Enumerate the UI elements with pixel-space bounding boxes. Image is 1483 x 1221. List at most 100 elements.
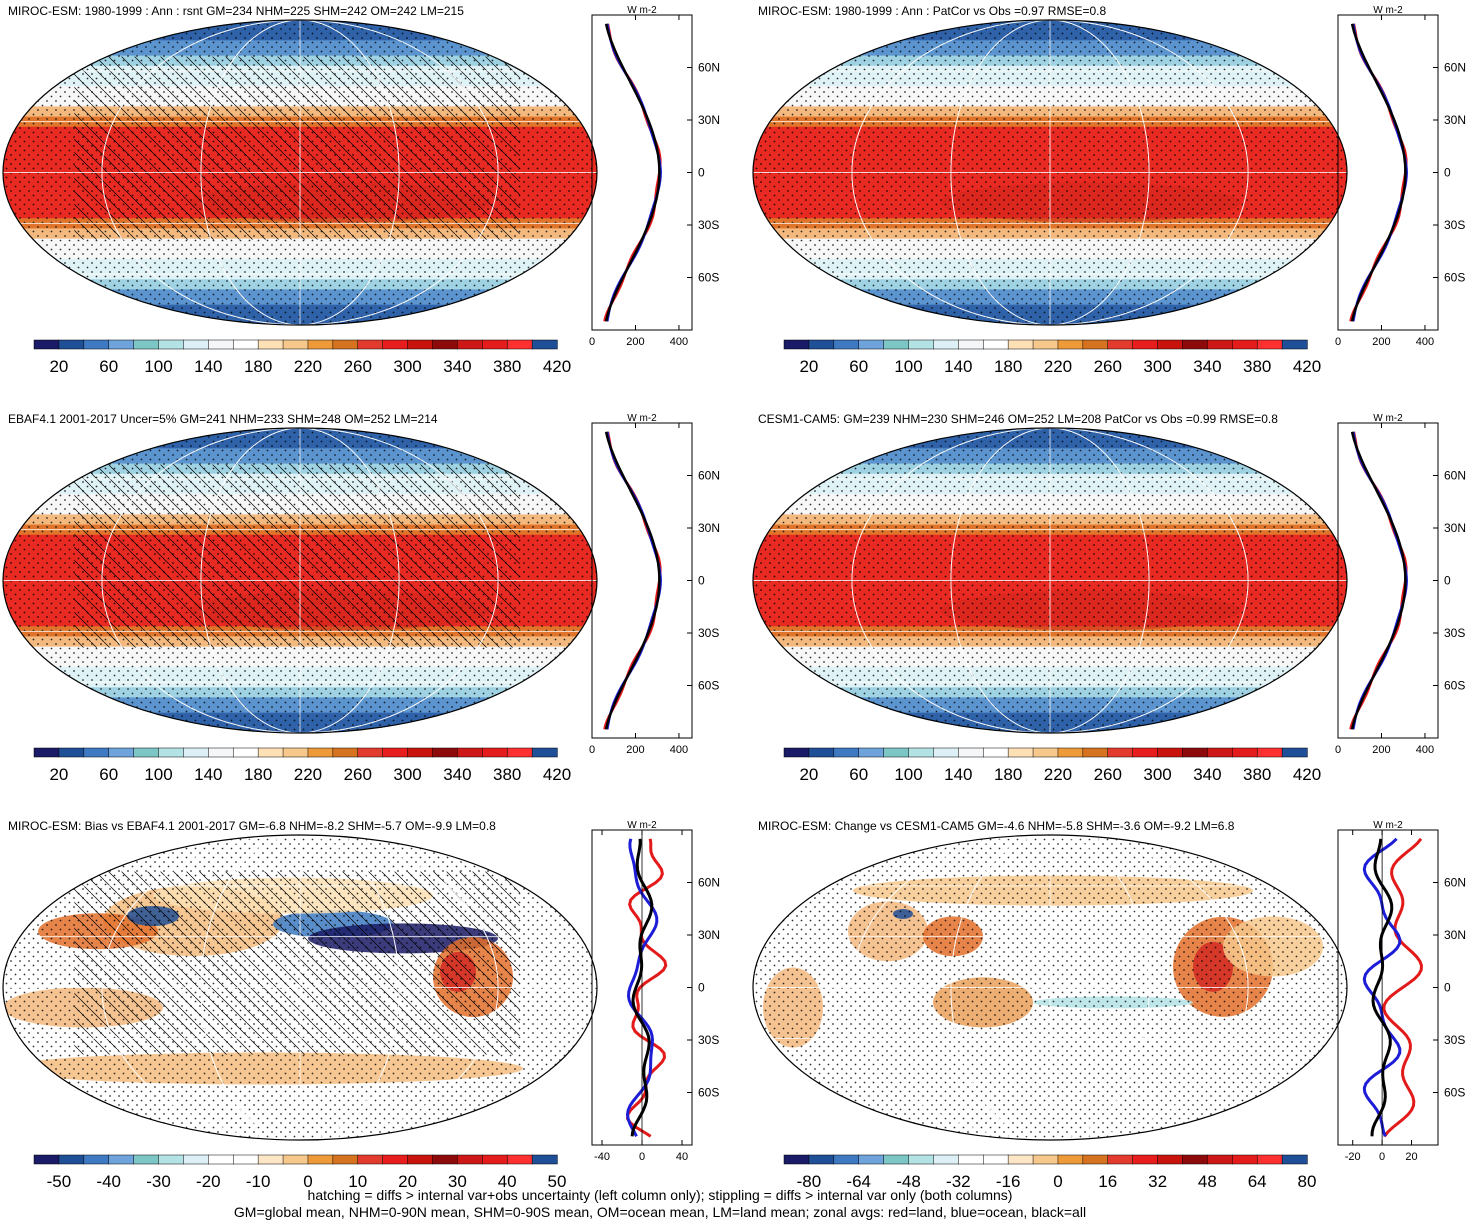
colorbar-tick-label: 260 bbox=[344, 765, 372, 784]
colorbar-tick-label: 260 bbox=[1094, 357, 1122, 376]
lat-tick-label: 30N bbox=[698, 521, 720, 535]
colorbar-tick-label: 48 bbox=[1198, 1172, 1217, 1191]
profile-x-tick-label: 0 bbox=[589, 336, 595, 348]
profile-x-tick-label: 200 bbox=[626, 336, 644, 348]
colorbar-tick-label: 20 bbox=[799, 357, 818, 376]
map-border bbox=[2, 19, 598, 326]
colorbar-tick-label: 340 bbox=[443, 357, 471, 376]
lat-tick-label: 0 bbox=[698, 166, 705, 180]
colorbar: 20 60 100 140 180 220 260 300 340 380 420 bbox=[783, 747, 1321, 784]
profile-x-tick-label: -20 bbox=[1345, 1151, 1361, 1163]
map-border bbox=[2, 427, 598, 734]
colorbar-tick-label: 420 bbox=[1293, 357, 1321, 376]
lat-tick-label: 30S bbox=[1444, 1033, 1465, 1047]
hatching bbox=[74, 56, 520, 240]
panel-4: CESM1-CAM5: GM=239 NHM=230 SHM=246 OM=25… bbox=[752, 412, 1466, 784]
hatching bbox=[74, 871, 520, 1055]
unit-label: W m-2 bbox=[1373, 820, 1403, 831]
lat-tick-label: 60S bbox=[698, 679, 719, 693]
colorbar-tick-label: 420 bbox=[543, 357, 571, 376]
colorbar-tick-label: -20 bbox=[196, 1172, 221, 1191]
panel-title: EBAF4.1 2001-2017 Uncer=5% GM=241 NHM=23… bbox=[8, 412, 438, 426]
unit-label: W m-2 bbox=[627, 413, 657, 424]
colorbar-tick-label: 140 bbox=[194, 357, 222, 376]
colorbar-tick-label: 140 bbox=[944, 357, 972, 376]
zonal-profile: W m-2 60N 30N 0 30S 60S 0 200 400 bbox=[589, 413, 720, 756]
colorbar-tick-label: 60 bbox=[99, 357, 118, 376]
lat-tick-label: 60N bbox=[1444, 469, 1466, 483]
panel-2: MIROC-ESM: 1980-1999 : Ann : PatCor vs O… bbox=[752, 4, 1466, 376]
colorbar-tick-label: -16 bbox=[996, 1172, 1021, 1191]
profile-x-tick-label: 20 bbox=[1405, 1151, 1417, 1163]
colorbar-tick-label: 380 bbox=[1243, 765, 1271, 784]
colorbar-tick-label: 260 bbox=[344, 357, 372, 376]
profile-x-tick-label: 0 bbox=[589, 744, 595, 756]
lat-tick-label: 60N bbox=[1444, 61, 1466, 75]
colorbar-tick-label: 340 bbox=[1193, 357, 1221, 376]
colorbar-tick-label: 180 bbox=[244, 765, 272, 784]
colorbar: 20 60 100 140 180 220 260 300 340 380 420 bbox=[33, 339, 571, 376]
colorbar-tick-label: -32 bbox=[946, 1172, 971, 1191]
colorbar-tick-label: 300 bbox=[393, 765, 421, 784]
colorbar: 20 60 100 140 180 220 260 300 340 380 420 bbox=[33, 747, 571, 784]
colorbar-tick-label: 300 bbox=[1143, 357, 1171, 376]
colorbar-tick-label: 50 bbox=[548, 1172, 567, 1191]
unit-label: W m-2 bbox=[1373, 413, 1403, 424]
lat-tick-label: 60N bbox=[698, 876, 720, 890]
colorbar-tick-label: -80 bbox=[797, 1172, 822, 1191]
panel-title: MIROC-ESM: Change vs CESM1-CAM5 GM=-4.6 … bbox=[758, 819, 1235, 833]
lat-tick-label: 0 bbox=[1444, 166, 1451, 180]
lat-tick-label: 0 bbox=[1444, 981, 1451, 995]
colorbar-tick-label: 260 bbox=[1094, 765, 1122, 784]
unit-label: W m-2 bbox=[627, 5, 657, 16]
colorbar-tick-label: 220 bbox=[294, 357, 322, 376]
lat-tick-label: 0 bbox=[698, 981, 705, 995]
zonal-profile: W m-2 60N 30N 0 30S 60S 0 200 400 bbox=[1335, 5, 1466, 348]
profile-x-tick-label: 40 bbox=[676, 1151, 688, 1163]
panel-title: MIROC-ESM: 1980-1999 : Ann : PatCor vs O… bbox=[758, 4, 1106, 18]
lat-tick-label: 30N bbox=[1444, 113, 1466, 127]
lat-tick-label: 30S bbox=[1444, 218, 1465, 232]
zonal-profile: W m-2 60N 30N 0 30S 60S -40 0 40 bbox=[591, 820, 720, 1163]
panel-5: MIROC-ESM: Bias vs EBAF4.1 2001-2017 GM=… bbox=[2, 819, 720, 1191]
colorbar-tick-label: 420 bbox=[1293, 765, 1321, 784]
lat-tick-label: 60S bbox=[1444, 271, 1465, 285]
lat-tick-label: 30S bbox=[698, 218, 719, 232]
map-border bbox=[752, 427, 1348, 734]
lat-tick-label: 30N bbox=[698, 113, 720, 127]
profile-x-tick-label: 200 bbox=[1372, 744, 1390, 756]
colorbar-tick-label: 100 bbox=[144, 765, 172, 784]
panel-title: CESM1-CAM5: GM=239 NHM=230 SHM=246 OM=25… bbox=[758, 412, 1278, 426]
lat-tick-label: 0 bbox=[698, 574, 705, 588]
zonal-profile: W m-2 60N 30N 0 30S 60S -20 0 20 bbox=[1337, 820, 1466, 1163]
colorbar-tick-label: 20 bbox=[49, 765, 68, 784]
profile-x-tick-label: 400 bbox=[670, 336, 688, 348]
colorbar-tick-label: -48 bbox=[896, 1172, 921, 1191]
map-field bbox=[3, 20, 597, 325]
colorbar-tick-label: 100 bbox=[894, 357, 922, 376]
colorbar-tick-label: 340 bbox=[443, 765, 471, 784]
panel-1: MIROC-ESM: 1980-1999 : Ann : rsnt GM=234… bbox=[2, 4, 720, 376]
colorbar-tick-label: 10 bbox=[348, 1172, 367, 1191]
colorbar-tick-label: 60 bbox=[849, 357, 868, 376]
lat-tick-label: 60N bbox=[1444, 876, 1466, 890]
lat-tick-label: 60S bbox=[1444, 1086, 1465, 1100]
colorbar-tick-label: -40 bbox=[96, 1172, 121, 1191]
lat-tick-label: 0 bbox=[1444, 574, 1451, 588]
panel-3: EBAF4.1 2001-2017 Uncer=5% GM=241 NHM=23… bbox=[2, 412, 720, 784]
colorbar-tick-label: 16 bbox=[1098, 1172, 1117, 1191]
panel-title: MIROC-ESM: Bias vs EBAF4.1 2001-2017 GM=… bbox=[8, 819, 496, 833]
profile-x-tick-label: 400 bbox=[670, 744, 688, 756]
colorbar-tick-label: 0 bbox=[1053, 1172, 1062, 1191]
map-field bbox=[3, 835, 597, 1140]
colorbar-tick-label: 100 bbox=[144, 357, 172, 376]
unit-label: W m-2 bbox=[1373, 5, 1403, 16]
profile-x-tick-label: 0 bbox=[1335, 744, 1341, 756]
panel-title: MIROC-ESM: 1980-1999 : Ann : rsnt GM=234… bbox=[8, 4, 464, 18]
lat-tick-label: 30N bbox=[1444, 928, 1466, 942]
hatching bbox=[74, 464, 520, 648]
map-field bbox=[753, 20, 1347, 325]
zonal-profile: W m-2 60N 30N 0 30S 60S 0 200 400 bbox=[1335, 413, 1466, 756]
colorbar-tick-label: 380 bbox=[1243, 357, 1271, 376]
